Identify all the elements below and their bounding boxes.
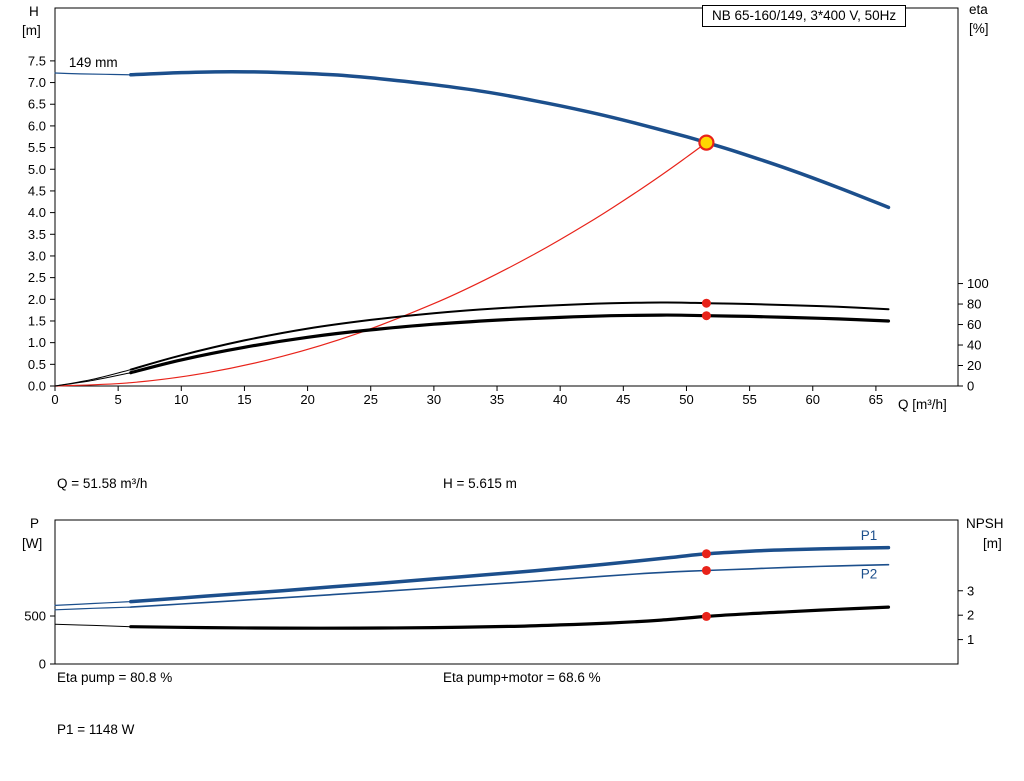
left-tick-label: 2.0: [28, 292, 46, 307]
p2-curve: [130, 563, 890, 608]
info-line-eta-pump-motor: Eta pump+motor = 68.6 %: [443, 669, 601, 685]
curve-label: P2: [861, 567, 878, 582]
axis-title: Q [m³/h]: [898, 397, 947, 412]
info-line-eta-pump: Eta pump = 80.8 %: [57, 669, 173, 685]
left-tick-label: 7.0: [28, 75, 46, 90]
left-tick-label: 3.0: [28, 248, 46, 263]
eta-pump-curve: [129, 301, 890, 371]
x-tick-label: 25: [363, 392, 377, 407]
plot-frame: [54, 519, 959, 665]
left-tick-label: 5.5: [28, 140, 46, 155]
npsh-curve-lead: [54, 623, 132, 628]
info-line-q: Q = 51.58 m³/h: [57, 476, 148, 491]
right-tick-label: 100: [967, 276, 989, 291]
right-tick-label: 0: [967, 379, 974, 394]
pump-title-box: NB 65-160/149, 3*400 V, 50Hz: [702, 5, 907, 27]
result-line-p1: P1 = 1148 W: [57, 722, 135, 737]
power-npsh-chart: 0 500 1 2 3 P1 P2 P [W] NPSH [m]: [22, 516, 1004, 672]
qh-eta-chart: 0.0 0.5 1.0 1.5 2.0 2.5 3.0 3.5 4.0 4.5 5.0 5.5 6.0 6…: [22, 2, 989, 412]
p1-curve-lead: [54, 601, 132, 606]
x-tick-label: 30: [427, 392, 441, 407]
eta-pump-motor-curve: [129, 313, 891, 375]
axis-title: [W]: [22, 536, 42, 551]
pump-title: NB 65-160/149, 3*400 V, 50Hz: [712, 8, 897, 23]
x-tick-label: 65: [869, 392, 883, 407]
right-tick-label: 3: [967, 583, 974, 598]
info-line-h: H = 5.615 m: [443, 476, 517, 491]
left-tick-label: 4.5: [28, 183, 46, 198]
left-tick-label: 6.0: [28, 118, 46, 133]
left-tick-label: 6.5: [28, 97, 46, 112]
eta-pump-point: [701, 298, 711, 308]
left-tick-label: 0.5: [28, 357, 46, 372]
x-tick-label: 5: [115, 392, 122, 407]
p1-point: [701, 549, 711, 559]
left-tick-label: 1.0: [28, 335, 46, 350]
axis-title: H: [29, 4, 39, 19]
axis-title: P: [30, 516, 39, 531]
x-tick-label: 0: [51, 392, 58, 407]
axis-title: [m]: [983, 536, 1002, 551]
right-tick-label: 2: [967, 608, 974, 623]
x-tick-label: 15: [237, 392, 251, 407]
axis-title: [%]: [969, 21, 989, 36]
x-tick-label: 35: [490, 392, 504, 407]
curve-label: P1: [861, 528, 878, 543]
result-block: P1 = 1148 W P2 = 974.2 W NPSH = 1.95 m M…: [57, 676, 355, 781]
left-tick-label: 0: [39, 657, 46, 672]
x-tick-label: 40: [553, 392, 567, 407]
left-tick-label: 2.5: [28, 270, 46, 285]
left-tick-label: 0.0: [28, 379, 46, 394]
curve-label: 149 mm: [69, 55, 118, 70]
x-tick-label: 60: [806, 392, 820, 407]
x-tick-label: 20: [300, 392, 314, 407]
eta-pump-motor-point: [701, 311, 711, 321]
eta-pump-motor-curve-lead: [54, 372, 132, 387]
plot-frame: [54, 7, 959, 387]
left-tick-label: 7.5: [28, 53, 46, 68]
x-tick-label: 10: [174, 392, 188, 407]
p2-point: [701, 565, 711, 575]
left-tick-label: 4.0: [28, 205, 46, 220]
p2-curve-lead: [54, 606, 132, 611]
left-tick-label: 5.0: [28, 162, 46, 177]
system-curve: [54, 142, 707, 387]
left-tick-label: 1.5: [28, 313, 46, 328]
right-tick-label: 1: [967, 632, 974, 647]
p1-curve: [129, 545, 891, 604]
right-tick-label: 80: [967, 297, 981, 312]
x-tick-label: 50: [679, 392, 693, 407]
axis-title: [m]: [22, 23, 41, 38]
left-tick-label: 500: [24, 609, 46, 624]
x-tick-label: 45: [616, 392, 630, 407]
npsh-curve: [129, 605, 891, 630]
right-tick-label: 20: [967, 358, 981, 373]
head-curve: [129, 69, 891, 210]
left-tick-label: 3.5: [28, 227, 46, 242]
axis-title: NPSH: [966, 516, 1004, 531]
x-tick-label: 55: [742, 392, 756, 407]
right-tick-label: 60: [967, 317, 981, 332]
head-curve-lead: [54, 72, 132, 76]
duty-point-marker: [698, 134, 715, 151]
axis-title: eta: [969, 2, 988, 17]
right-tick-label: 40: [967, 338, 981, 353]
npsh-point: [701, 611, 711, 621]
